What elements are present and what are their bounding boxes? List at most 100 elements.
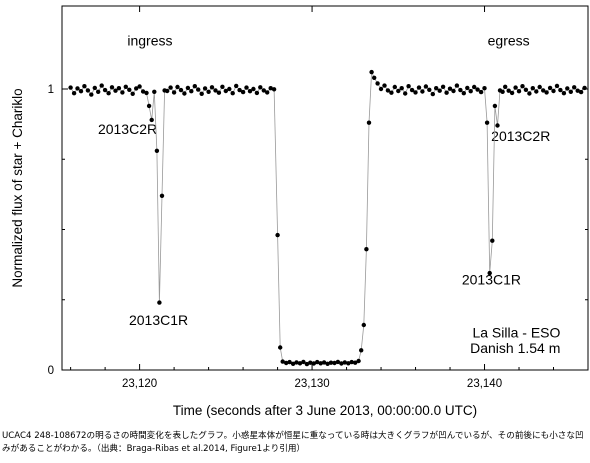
data-point bbox=[137, 84, 142, 89]
data-point bbox=[311, 361, 316, 366]
data-point bbox=[202, 86, 208, 91]
data-point bbox=[409, 87, 415, 93]
data-point bbox=[551, 88, 556, 94]
data-point bbox=[378, 86, 384, 92]
data-point bbox=[503, 84, 508, 90]
data-point bbox=[234, 83, 239, 89]
x-axis-ticks: 23,120 23,130 23,140 bbox=[70, 6, 589, 390]
data-point bbox=[290, 361, 296, 366]
data-point bbox=[297, 361, 303, 366]
data-point bbox=[284, 360, 289, 366]
data-point bbox=[392, 84, 397, 90]
data-point bbox=[506, 88, 511, 93]
data-point bbox=[237, 87, 242, 93]
data-point bbox=[495, 123, 500, 128]
data-point bbox=[192, 84, 197, 89]
y-axis-label: Normalized flux of star + Chariklo bbox=[10, 88, 25, 287]
annotations: ingress egress 2013C2R 2013C1R 2013C1R 2013C2… bbox=[98, 32, 561, 356]
data-point bbox=[123, 84, 128, 90]
data-point bbox=[527, 91, 532, 96]
data-point bbox=[223, 88, 228, 94]
data-point bbox=[71, 91, 77, 96]
data-point bbox=[487, 270, 492, 276]
data-point bbox=[454, 83, 460, 88]
x-tick-label: 23,140 bbox=[467, 378, 502, 390]
data-point bbox=[346, 361, 351, 366]
data-point bbox=[206, 89, 211, 95]
figure-caption: UCAC4 248-108672の明るさの時間変化を表したグラフ。小惑星本体が恒… bbox=[2, 431, 584, 454]
data-point bbox=[447, 86, 453, 91]
data-point bbox=[534, 89, 539, 94]
data-point bbox=[85, 88, 91, 93]
data-point bbox=[102, 87, 108, 93]
chart: 23,120 23,130 23,140 0 1 Time (seconds afte… bbox=[10, 5, 589, 418]
data-point bbox=[134, 86, 139, 91]
data-point bbox=[280, 359, 285, 364]
data-point bbox=[458, 87, 463, 93]
data-point bbox=[364, 247, 369, 252]
data-point bbox=[339, 361, 344, 366]
data-point bbox=[321, 360, 327, 365]
data-point bbox=[561, 91, 567, 96]
data-point bbox=[287, 359, 292, 365]
data-point bbox=[332, 360, 337, 366]
data-point bbox=[359, 348, 364, 353]
data-point bbox=[227, 86, 232, 92]
data-point bbox=[318, 361, 323, 366]
annotation-label: egress bbox=[488, 32, 530, 48]
data-point bbox=[140, 89, 146, 94]
data-point bbox=[294, 360, 299, 365]
data-point bbox=[440, 84, 446, 90]
data-point bbox=[308, 360, 313, 365]
data-point bbox=[247, 89, 253, 94]
data-point bbox=[509, 90, 515, 96]
data-point bbox=[530, 86, 535, 91]
data-point bbox=[146, 103, 152, 109]
data-point bbox=[251, 86, 256, 92]
data-point bbox=[82, 84, 87, 89]
data-point bbox=[106, 91, 111, 96]
data-point bbox=[75, 86, 80, 91]
data-point bbox=[301, 359, 306, 365]
data-point bbox=[130, 91, 135, 97]
data-point bbox=[396, 88, 401, 94]
data-point bbox=[182, 91, 187, 96]
data-point bbox=[575, 88, 580, 93]
data-point bbox=[451, 88, 456, 94]
data-point bbox=[92, 85, 98, 91]
data-point bbox=[213, 88, 218, 93]
data-point bbox=[268, 86, 273, 91]
data-point bbox=[582, 85, 587, 91]
data-point bbox=[478, 89, 484, 95]
annotation-label: 2013C1R bbox=[129, 312, 188, 328]
data-point bbox=[116, 86, 122, 91]
data-point bbox=[165, 88, 170, 94]
annotation-label: 2013C2R bbox=[491, 128, 550, 144]
data-point bbox=[68, 85, 73, 90]
data-point bbox=[500, 89, 505, 95]
data-point bbox=[157, 300, 162, 305]
data-point bbox=[127, 87, 132, 93]
x-tick-label: 23,120 bbox=[122, 378, 157, 390]
data-point bbox=[523, 87, 529, 93]
data-point bbox=[149, 117, 154, 123]
data-point bbox=[423, 84, 429, 89]
data-point bbox=[389, 90, 394, 95]
plot-frame bbox=[61, 5, 589, 371]
data-point bbox=[261, 88, 266, 93]
data-point bbox=[361, 322, 366, 328]
data-point bbox=[554, 83, 560, 89]
data-point bbox=[568, 89, 573, 95]
data-point bbox=[565, 86, 570, 91]
data-point bbox=[78, 89, 84, 94]
data-point bbox=[265, 90, 270, 95]
data-point bbox=[96, 89, 101, 95]
data-point bbox=[113, 88, 118, 93]
data-point bbox=[537, 84, 542, 90]
data-point bbox=[482, 86, 487, 91]
data-point bbox=[159, 193, 165, 198]
data-point bbox=[413, 90, 418, 95]
data-point bbox=[109, 85, 115, 90]
data-point bbox=[369, 69, 374, 75]
x-axis-label: Time (seconds after 3 June 2013, 00:00:0… bbox=[173, 403, 477, 418]
